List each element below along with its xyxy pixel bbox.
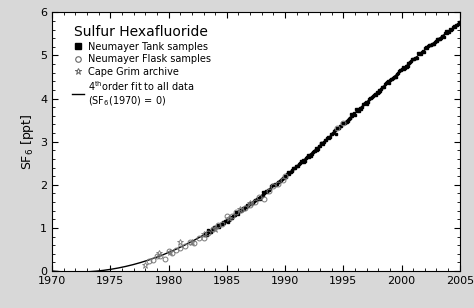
- Y-axis label: SF$_6$ [ppt]: SF$_6$ [ppt]: [19, 113, 36, 170]
- Legend: Neumayer Tank samples, Neumayer Flask samples, Cape Grim archive, 4$^{\rm th}$or: Neumayer Tank samples, Neumayer Flask sa…: [69, 22, 214, 111]
